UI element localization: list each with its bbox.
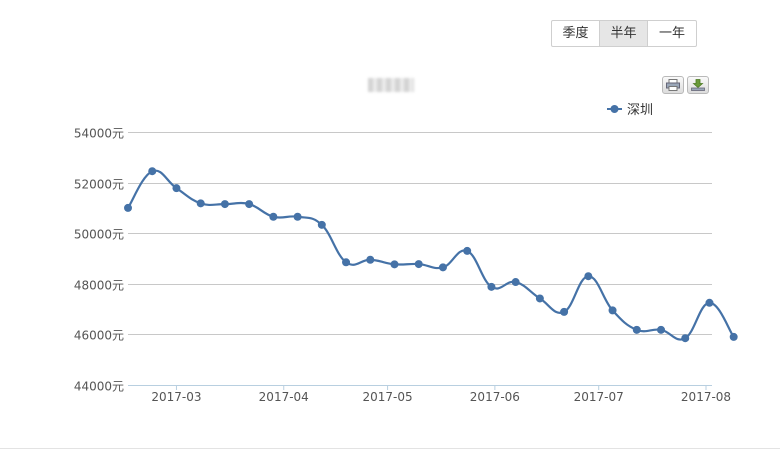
data-point[interactable] [414, 260, 423, 269]
data-point[interactable] [366, 255, 375, 264]
data-point[interactable] [657, 325, 666, 334]
legend-label-shenzhen: 深圳 [627, 103, 653, 118]
data-point[interactable] [342, 258, 351, 267]
chart-legend[interactable]: 深圳 [607, 103, 653, 118]
range-button-half-year[interactable]: 半年 [600, 21, 648, 46]
series-line-shenzhen [127, 169, 735, 341]
data-point[interactable] [220, 200, 229, 209]
x-tick-label: 2017-05 [363, 390, 413, 404]
data-point[interactable] [124, 203, 132, 212]
data-point[interactable] [196, 199, 205, 208]
data-point[interactable] [729, 332, 738, 341]
data-point[interactable] [632, 325, 641, 334]
data-point[interactable] [438, 263, 447, 272]
y-tick-label: 50000元 [74, 228, 124, 242]
data-point[interactable] [560, 307, 569, 316]
x-tick-label: 2017-08 [681, 390, 731, 404]
export-button[interactable] [687, 76, 709, 94]
data-point[interactable] [608, 306, 617, 315]
range-button-quarter[interactable]: 季度 [552, 21, 600, 46]
range-button-year[interactable]: 一年 [658, 26, 685, 41]
data-point[interactable] [511, 278, 520, 287]
bottom-divider [0, 448, 780, 449]
x-tick-label: 2017-06 [470, 390, 520, 404]
data-point[interactable] [535, 294, 544, 303]
y-tick-label: 44000元 [74, 380, 124, 394]
x-tick-label: 2017-07 [574, 390, 624, 404]
legend-marker [610, 105, 619, 113]
range-selector: 季度 半年 一年 [551, 20, 697, 47]
data-point[interactable] [463, 246, 472, 255]
x-tick-label: 2017-04 [259, 390, 309, 404]
data-point[interactable] [148, 167, 157, 176]
data-point[interactable] [317, 220, 326, 229]
data-point[interactable] [245, 200, 254, 209]
data-point[interactable] [705, 298, 714, 307]
y-tick-label: 48000元 [74, 279, 124, 293]
blurred-chart-title [368, 78, 414, 92]
data-point[interactable] [269, 212, 278, 221]
y-tick-label: 46000元 [74, 329, 124, 343]
data-point[interactable] [172, 184, 181, 193]
download-icon [691, 79, 705, 91]
data-point[interactable] [681, 334, 690, 343]
y-tick-label: 54000元 [74, 127, 124, 141]
y-tick-label: 52000元 [74, 178, 124, 192]
data-point[interactable] [390, 260, 399, 269]
x-tick-label: 2017-03 [151, 390, 201, 404]
data-point[interactable] [293, 212, 302, 221]
print-icon [666, 79, 680, 91]
print-button[interactable] [662, 76, 684, 94]
data-point[interactable] [584, 272, 593, 281]
data-point[interactable] [487, 282, 496, 291]
